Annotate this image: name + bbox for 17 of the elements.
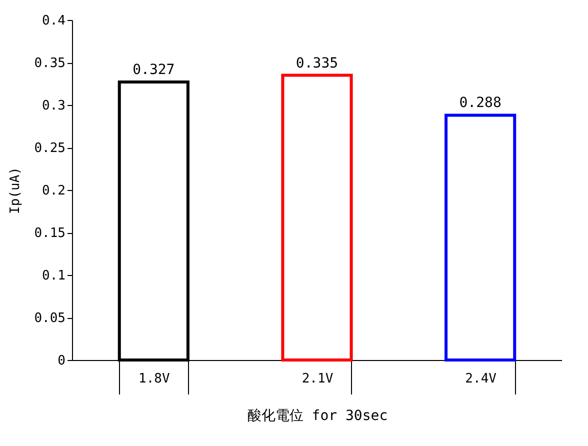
x-tick-label: 2.1V — [302, 372, 334, 386]
y-tick-label: 0.15 — [34, 226, 66, 241]
y-tick-label: 0 — [58, 354, 66, 368]
y-tick-label: 0.3 — [42, 98, 66, 114]
x-tick-label: 2.4V — [465, 372, 497, 386]
y-tick-label: 0.1 — [42, 268, 66, 284]
x-axis-title: 酸化電位 for 30sec — [247, 408, 388, 424]
y-tick-label: 0.4 — [42, 14, 66, 28]
data-label: 0.288 — [459, 95, 502, 112]
data-label: 0.335 — [296, 55, 338, 72]
y-tick-label: 0.2 — [42, 184, 66, 198]
y-axis-title: Ip(uA) — [8, 167, 24, 214]
y-tick-label: 0.05 — [34, 311, 66, 326]
x-tick-label: 1.8V — [138, 372, 170, 386]
y-tick-label: 0.35 — [34, 56, 66, 71]
y-tick-label: 0.25 — [34, 141, 66, 156]
data-label: 0.327 — [132, 62, 175, 78]
